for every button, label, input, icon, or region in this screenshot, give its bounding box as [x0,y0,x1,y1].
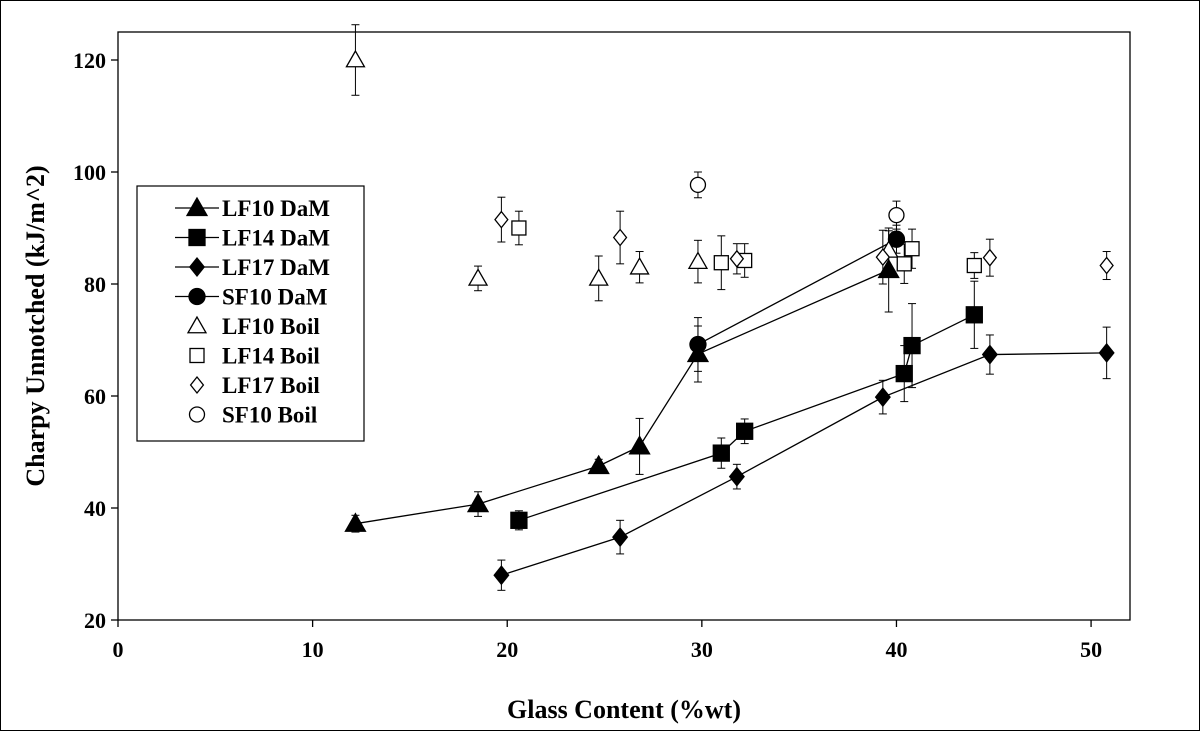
data-point [511,220,527,236]
x-tick-label: 20 [496,637,518,662]
legend-label: LF10 Boil [222,314,320,339]
data-point [875,248,891,267]
legend-marker [189,347,205,364]
data-point [587,454,610,475]
y-tick-label: 20 [84,608,106,633]
data-point [729,249,745,268]
data-point [728,466,745,487]
data-point [494,210,509,229]
x-tick-label: 30 [691,637,713,662]
x-tick-label: 10 [302,637,324,662]
legend-label: LF17 Boil [222,373,320,398]
data-point [345,49,366,68]
legend-box [136,185,365,442]
data-point [904,241,920,257]
legend-marker [188,256,206,278]
legend-marker [188,228,206,247]
x-axis-title: Glass Content (%wt) [507,695,741,724]
data-point [466,492,490,513]
legend-marker [185,196,209,217]
data-point [1099,256,1114,275]
x-tick-label: 40 [885,637,907,662]
series-sf10-boil [689,171,905,230]
legend-label: LF14 Boil [222,344,320,369]
series-sf10-dam [689,224,906,372]
data-point [712,444,730,462]
series-line [518,314,975,521]
data-point [588,268,609,286]
axes: 0 10 20 30 40 50 20 40 60 80 100 120 [73,31,1131,662]
data-point [981,344,998,365]
series-lf17-boil [494,196,1114,285]
y-tick-label: 40 [84,496,106,521]
data-point [510,511,528,529]
legend-label: LF14 DaM [222,226,330,251]
data-point [689,335,707,354]
data-point [982,248,998,267]
data-point [612,228,628,247]
legend-marker [188,406,206,423]
data-point [1098,342,1115,363]
legend-label: SF10 DaM [222,285,328,310]
y-tick-label: 60 [84,384,106,409]
data-point [888,206,905,224]
legend-marker [186,315,208,334]
y-axis-title: Charpy Unnotched (kJ/m^2) [21,165,50,486]
series-lf14-boil [511,210,982,291]
data-point [629,256,650,275]
x-tick-label: 0 [113,637,124,662]
x-tick-label: 50 [1080,637,1102,662]
y-tick-label: 100 [73,160,106,185]
data-point [965,306,983,324]
data-point [493,565,510,586]
y-tick-label: 80 [84,272,106,297]
data-point [966,257,982,274]
data-point [467,268,489,286]
legend-marker [188,287,206,306]
y-tick-label: 120 [73,48,106,73]
series-lf17-dam [493,326,1115,591]
legend: LF10 DaM LF14 DaM LF17 DaM SF10 DaM LF10 Boi… [136,185,365,442]
legend-label: LF17 DaM [222,255,330,280]
data-point [689,176,707,194]
data-point [687,251,709,270]
data-point [874,387,891,408]
series-layer [344,24,1115,591]
data-point [896,256,912,272]
series-line [501,352,1107,576]
data-point [628,435,651,455]
legend-marker [189,375,205,395]
series-line [697,238,897,346]
data-point [895,364,913,383]
plot-area-frame [117,31,1131,621]
data-point [612,527,629,548]
legend-label: LF10 DaM [222,196,330,221]
series-lf14-dam [510,280,983,531]
data-point [903,336,921,355]
legend-label: SF10 Boil [222,403,317,428]
data-point [713,255,729,271]
data-point [736,422,754,440]
series-line [355,269,889,525]
data-point [344,512,367,532]
